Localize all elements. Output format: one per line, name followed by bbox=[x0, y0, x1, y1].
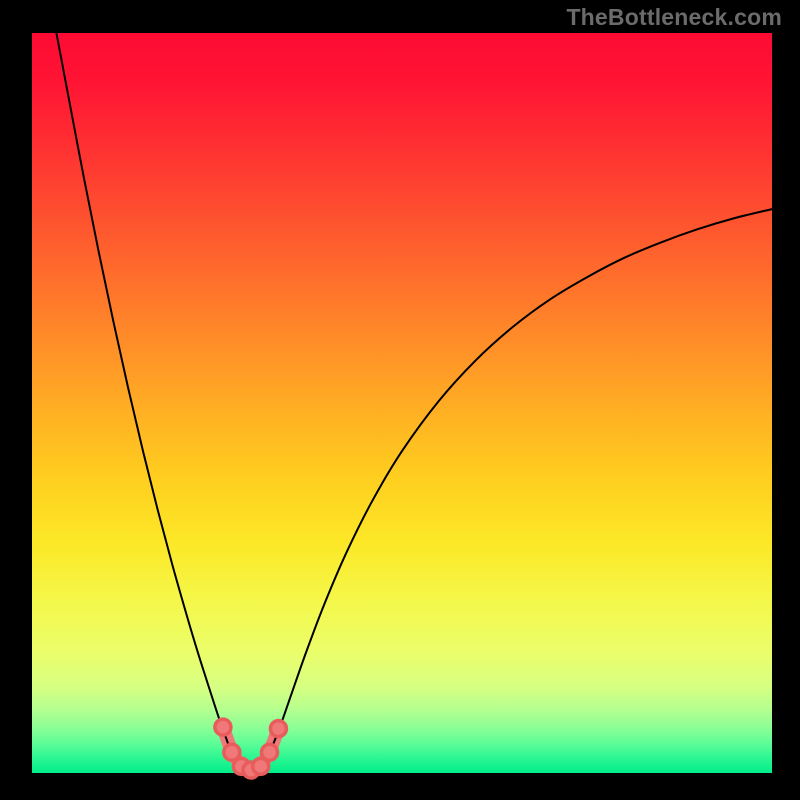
plot-frame bbox=[32, 33, 772, 773]
marker-dot bbox=[270, 721, 286, 737]
marker-dot bbox=[215, 719, 231, 735]
curve-right bbox=[258, 209, 772, 773]
marker-dot bbox=[262, 744, 278, 760]
curve-left bbox=[56, 33, 243, 773]
plot-svg bbox=[32, 33, 772, 773]
chart-stage: TheBottleneck.com bbox=[0, 0, 800, 800]
watermark-text: TheBottleneck.com bbox=[566, 4, 782, 31]
